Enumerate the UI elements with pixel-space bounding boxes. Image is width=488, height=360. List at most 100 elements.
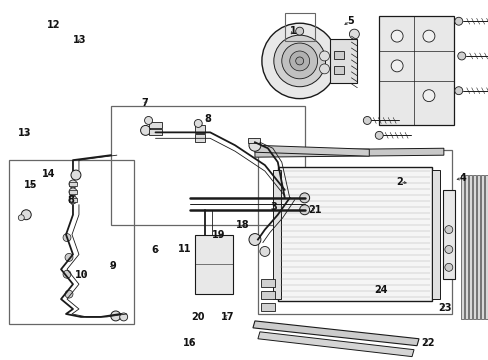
Text: 13: 13 bbox=[18, 128, 31, 138]
Circle shape bbox=[422, 30, 434, 42]
Bar bbox=[468, 175, 471, 319]
Text: 20: 20 bbox=[191, 312, 204, 322]
Text: 14: 14 bbox=[42, 168, 56, 179]
Circle shape bbox=[65, 253, 73, 261]
Bar bbox=[111, 105, 304, 225]
Text: 8: 8 bbox=[67, 195, 74, 204]
Text: 6: 6 bbox=[151, 245, 158, 255]
Circle shape bbox=[390, 30, 402, 42]
Circle shape bbox=[111, 311, 121, 321]
Bar bbox=[261, 279, 274, 287]
Text: 18: 18 bbox=[236, 220, 249, 230]
Text: 24: 24 bbox=[373, 285, 386, 295]
Text: 23: 23 bbox=[438, 303, 451, 313]
Circle shape bbox=[262, 23, 337, 99]
Bar bbox=[476, 175, 479, 319]
Text: 22: 22 bbox=[421, 338, 434, 347]
Bar bbox=[431, 170, 439, 299]
Text: 17: 17 bbox=[221, 312, 234, 322]
Circle shape bbox=[69, 180, 77, 188]
Bar bbox=[69, 182, 77, 186]
Bar bbox=[334, 51, 344, 59]
Bar bbox=[480, 175, 483, 319]
Text: 12: 12 bbox=[47, 19, 61, 30]
Circle shape bbox=[21, 210, 31, 220]
Bar bbox=[272, 170, 280, 299]
Bar bbox=[261, 303, 274, 311]
Text: 15: 15 bbox=[24, 180, 37, 190]
Bar bbox=[195, 235, 233, 294]
Bar bbox=[261, 291, 274, 299]
Text: 4: 4 bbox=[459, 173, 466, 183]
Circle shape bbox=[65, 290, 73, 298]
Bar bbox=[257, 150, 451, 314]
Circle shape bbox=[454, 17, 462, 25]
Text: 19: 19 bbox=[211, 230, 225, 240]
Bar bbox=[442, 190, 454, 279]
Bar bbox=[484, 175, 487, 319]
Polygon shape bbox=[254, 145, 368, 156]
Polygon shape bbox=[257, 332, 413, 357]
Circle shape bbox=[141, 125, 150, 135]
Text: 8: 8 bbox=[204, 114, 211, 124]
Circle shape bbox=[457, 52, 465, 60]
Text: 13: 13 bbox=[73, 35, 87, 45]
Circle shape bbox=[295, 27, 303, 35]
Circle shape bbox=[422, 90, 434, 102]
Bar bbox=[472, 175, 475, 319]
Circle shape bbox=[299, 205, 309, 215]
Circle shape bbox=[248, 139, 261, 151]
Text: 11: 11 bbox=[178, 244, 191, 254]
Polygon shape bbox=[252, 321, 418, 346]
Circle shape bbox=[295, 57, 303, 65]
Circle shape bbox=[69, 196, 77, 204]
Circle shape bbox=[260, 247, 269, 256]
Circle shape bbox=[194, 120, 202, 127]
Circle shape bbox=[63, 270, 71, 278]
Circle shape bbox=[273, 35, 325, 87]
Circle shape bbox=[374, 131, 383, 139]
Text: 16: 16 bbox=[183, 338, 196, 347]
Text: 2: 2 bbox=[396, 177, 403, 187]
Bar bbox=[329, 39, 357, 83]
Text: 9: 9 bbox=[110, 261, 116, 271]
Circle shape bbox=[144, 117, 152, 125]
Bar bbox=[247, 138, 260, 143]
Circle shape bbox=[349, 29, 359, 39]
Bar bbox=[277, 167, 431, 301]
Circle shape bbox=[71, 170, 81, 180]
Text: 10: 10 bbox=[75, 270, 88, 280]
Bar bbox=[9, 160, 133, 324]
Circle shape bbox=[319, 51, 329, 61]
Bar bbox=[379, 16, 453, 125]
Circle shape bbox=[363, 117, 370, 125]
Text: 21: 21 bbox=[307, 205, 321, 215]
Text: 5: 5 bbox=[346, 16, 353, 26]
Text: 1: 1 bbox=[289, 26, 296, 36]
Polygon shape bbox=[254, 148, 443, 157]
Text: 3: 3 bbox=[270, 202, 277, 212]
Circle shape bbox=[289, 51, 309, 71]
Bar bbox=[69, 190, 77, 194]
Circle shape bbox=[390, 60, 402, 72]
Bar bbox=[195, 134, 205, 142]
Circle shape bbox=[454, 87, 462, 95]
Bar bbox=[148, 122, 162, 129]
Circle shape bbox=[63, 234, 71, 242]
Text: 7: 7 bbox=[141, 98, 148, 108]
Circle shape bbox=[444, 246, 452, 253]
Circle shape bbox=[444, 226, 452, 234]
Circle shape bbox=[319, 64, 329, 74]
Bar bbox=[460, 175, 463, 319]
Circle shape bbox=[281, 43, 317, 79]
Circle shape bbox=[69, 188, 77, 196]
Circle shape bbox=[248, 234, 261, 246]
Circle shape bbox=[299, 193, 309, 203]
Bar bbox=[464, 175, 467, 319]
Circle shape bbox=[120, 313, 127, 321]
Bar bbox=[148, 129, 162, 135]
Bar bbox=[284, 13, 314, 41]
Bar bbox=[195, 125, 205, 133]
Circle shape bbox=[444, 264, 452, 271]
Bar bbox=[334, 66, 344, 74]
